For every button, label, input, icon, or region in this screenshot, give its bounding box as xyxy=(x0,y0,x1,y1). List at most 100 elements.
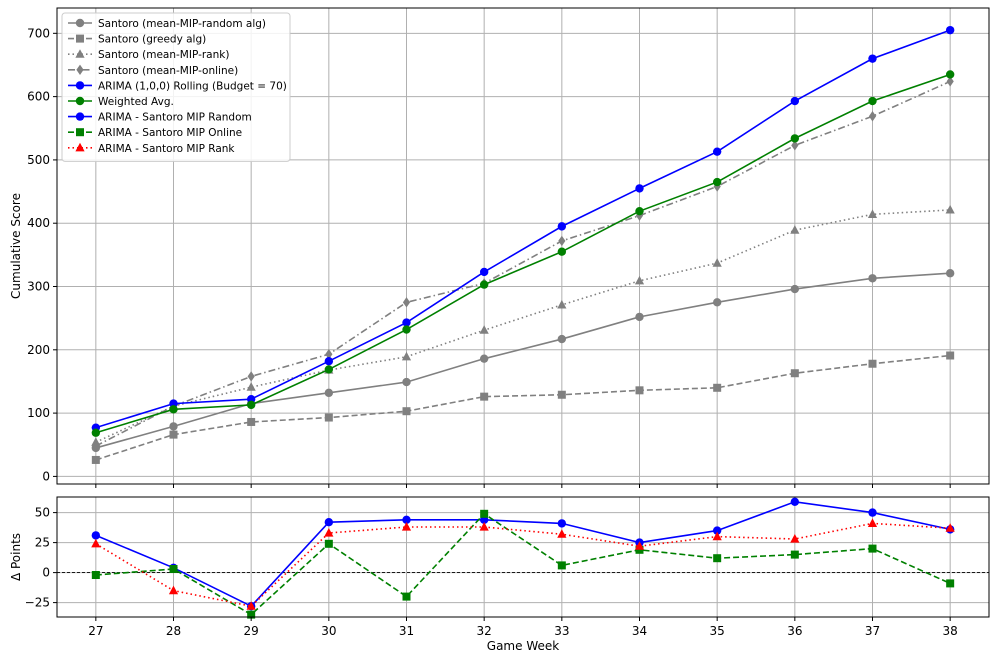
x-tick-label: 28 xyxy=(166,624,181,638)
data-point xyxy=(790,369,799,378)
legend-marker xyxy=(75,142,85,152)
legend-marker xyxy=(75,96,85,106)
legend: Santoro (mean-MIP-random alg) Santoro (gr… xyxy=(61,12,291,162)
top-plot-frame xyxy=(56,7,990,485)
series-line xyxy=(95,354,951,461)
data-point xyxy=(557,519,567,528)
legend-entry-arima-santoro-mip-rank: ARIMA - Santoro MIP Rank xyxy=(68,142,235,155)
data-point xyxy=(91,455,100,464)
x-tick-label: 27 xyxy=(88,624,103,638)
y-tick-label: 700 xyxy=(27,26,50,40)
data-point xyxy=(790,134,800,143)
data-point xyxy=(868,111,877,122)
data-point xyxy=(402,515,411,524)
data-point xyxy=(790,534,800,543)
data-point xyxy=(945,70,955,79)
x-tick-label: 31 xyxy=(399,624,414,638)
data-point xyxy=(480,509,489,518)
data-point xyxy=(868,274,877,283)
legend-entry-santoro-mean-mip-online: Santoro (mean-MIP-online) xyxy=(68,64,238,77)
data-point xyxy=(324,357,334,366)
data-point xyxy=(558,235,566,247)
data-point xyxy=(169,422,178,431)
data-point xyxy=(479,267,489,277)
data-point xyxy=(169,405,178,414)
bottom-y-axis-label: Δ Points xyxy=(9,533,23,581)
data-point xyxy=(868,54,877,63)
x-tick-label: 34 xyxy=(632,624,647,638)
series-line xyxy=(95,272,951,449)
data-point xyxy=(247,417,256,426)
top-gridlines xyxy=(57,8,989,484)
legend-entry-santoro-mean-mip-rank: Santoro (mean-MIP-rank) xyxy=(68,49,229,61)
data-point xyxy=(324,388,334,398)
legend-label: Santoro (mean-MIP-online) xyxy=(98,65,238,77)
data-point xyxy=(713,383,722,392)
bottom-series-layer xyxy=(91,497,955,619)
data-point xyxy=(634,541,645,550)
legend-marker xyxy=(75,81,85,90)
legend-label: ARIMA - Santoro MIP Random xyxy=(98,112,252,124)
data-point xyxy=(635,206,644,216)
data-point xyxy=(712,531,722,541)
data-point xyxy=(92,440,100,452)
data-point xyxy=(868,508,877,517)
data-point xyxy=(945,269,955,278)
y-tick-label: 50 xyxy=(35,506,50,520)
y-tick-label: 600 xyxy=(27,90,50,104)
data-point xyxy=(91,538,101,548)
legend-label: ARIMA (1,0,0) Rolling (Budget = 70) xyxy=(98,80,287,92)
data-point xyxy=(246,382,256,391)
data-point xyxy=(247,610,256,619)
data-point xyxy=(324,539,333,548)
y-tick-label: 200 xyxy=(27,343,50,357)
series-arima-santoro-mip-random xyxy=(91,497,955,611)
data-point xyxy=(479,522,489,531)
x-tick-label: 29 xyxy=(244,624,259,638)
data-point xyxy=(557,334,567,344)
legend-entry-santoro-mean-mip-random-alg: Santoro (mean-MIP-random alg) xyxy=(68,18,266,30)
legend-label: Santoro (mean-MIP-random alg) xyxy=(98,18,266,30)
data-point xyxy=(946,76,954,87)
data-point xyxy=(634,275,645,285)
y-tick-label: −25 xyxy=(25,596,50,610)
legend-label: Santoro (greedy alg) xyxy=(98,34,206,46)
legend-marker xyxy=(75,49,85,58)
y-tick-label: 300 xyxy=(27,280,50,294)
data-point xyxy=(479,325,489,334)
x-tick-label: 38 xyxy=(943,624,958,638)
series-line xyxy=(95,522,951,608)
series-line xyxy=(95,29,951,429)
legend-entry-weighted-avg: Weighted Avg. xyxy=(68,96,174,108)
series-line xyxy=(95,209,951,443)
series-santoro-greedy-alg xyxy=(91,351,955,464)
bottom-x-axis-label: Game Week xyxy=(487,639,559,653)
data-point xyxy=(168,585,179,595)
top-y-axis-label: Cumulative Score xyxy=(9,193,23,299)
data-point xyxy=(868,359,877,368)
series-santoro-mean-mip-rank xyxy=(91,204,955,446)
data-point xyxy=(945,25,955,35)
legend-entry-arima-santoro-mip-online: ARIMA - Santoro MIP Online xyxy=(68,127,242,139)
data-point xyxy=(324,518,334,527)
data-point xyxy=(91,428,101,437)
data-point xyxy=(867,518,878,527)
legend-box xyxy=(61,12,291,162)
data-point xyxy=(712,147,722,156)
legend-marker xyxy=(76,128,84,137)
y-tick-label: 0 xyxy=(42,566,50,580)
data-point xyxy=(868,96,877,106)
series-line xyxy=(95,80,951,447)
data-point xyxy=(790,497,800,506)
data-point xyxy=(945,204,955,214)
legend-marker xyxy=(75,18,85,28)
legend-entry-santoro-greedy-alg: Santoro (greedy alg) xyxy=(68,34,206,46)
y-tick-label: 100 xyxy=(27,406,50,420)
data-point xyxy=(867,209,878,218)
data-point xyxy=(712,298,722,307)
data-point xyxy=(946,351,955,360)
x-tick-label: 35 xyxy=(710,624,725,638)
legend-marker xyxy=(76,64,84,75)
x-tick-label: 37 xyxy=(865,624,880,638)
legend-marker xyxy=(75,112,85,121)
